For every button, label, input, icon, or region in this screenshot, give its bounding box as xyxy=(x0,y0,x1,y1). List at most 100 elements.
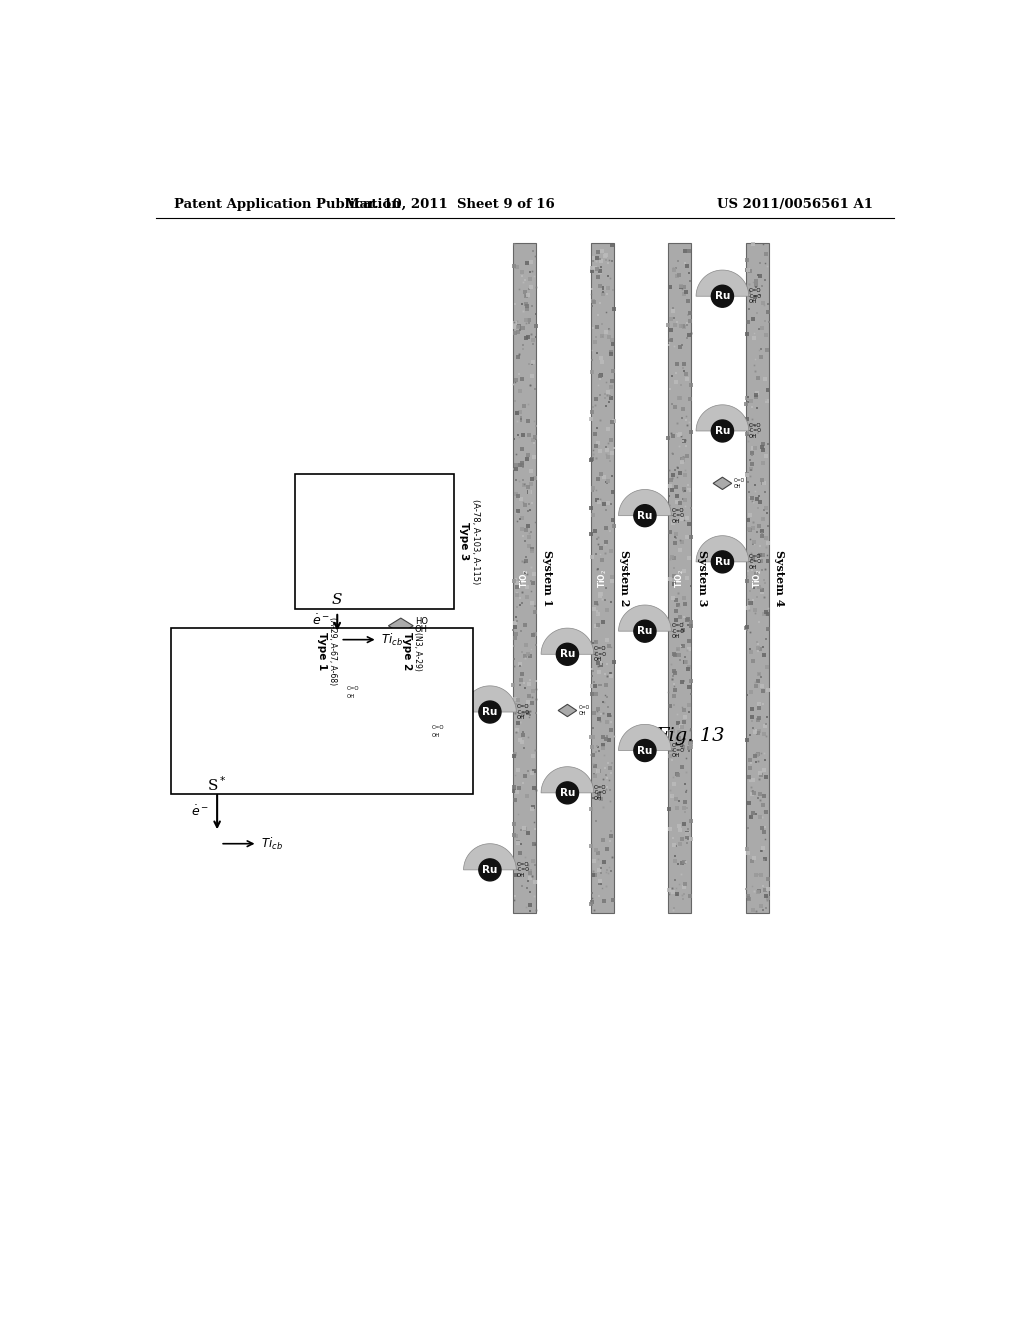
Text: (N3, A-29): (N3, A-29) xyxy=(414,632,422,671)
Text: Ru: Ru xyxy=(400,727,414,737)
Circle shape xyxy=(712,420,733,442)
Text: Ti$_{cb}$: Ti$_{cb}$ xyxy=(260,836,283,851)
Polygon shape xyxy=(464,843,516,870)
Circle shape xyxy=(384,709,430,755)
Circle shape xyxy=(479,701,501,723)
Bar xyxy=(295,474,454,609)
Polygon shape xyxy=(696,405,749,430)
Circle shape xyxy=(556,781,579,804)
Text: Ru: Ru xyxy=(560,649,575,659)
Text: -C=O: -C=O xyxy=(749,429,762,433)
Polygon shape xyxy=(464,686,516,711)
Circle shape xyxy=(397,722,417,742)
Text: C=O: C=O xyxy=(516,862,529,867)
Text: Ru: Ru xyxy=(560,788,575,797)
Text: US 2011/0056561 A1: US 2011/0056561 A1 xyxy=(717,198,873,211)
Text: TiO$_2$: TiO$_2$ xyxy=(518,569,531,587)
Text: OH: OH xyxy=(672,634,680,639)
Text: Ti$_{cb}$: Ti$_{cb}$ xyxy=(381,631,402,648)
Text: OH: OH xyxy=(432,733,440,738)
Text: TiO$_2$: TiO$_2$ xyxy=(751,569,764,587)
Text: Type 1: Type 1 xyxy=(316,632,327,671)
Text: TiO$_2$: TiO$_2$ xyxy=(596,569,608,587)
Text: C=O: C=O xyxy=(346,686,359,692)
Text: S: S xyxy=(332,593,342,607)
Text: Fig. 13: Fig. 13 xyxy=(655,727,725,744)
Text: C=O: C=O xyxy=(672,743,684,747)
Text: -C=O: -C=O xyxy=(672,748,684,752)
Circle shape xyxy=(312,684,332,704)
Circle shape xyxy=(634,620,656,642)
Text: C=O: C=O xyxy=(733,478,744,483)
Text: C=O: C=O xyxy=(672,508,684,512)
Polygon shape xyxy=(299,671,345,693)
Polygon shape xyxy=(299,693,345,717)
Text: OH: OH xyxy=(672,519,680,524)
Text: C=O: C=O xyxy=(749,554,762,558)
Text: OH: OH xyxy=(346,694,355,700)
Text: OH: OH xyxy=(594,657,602,663)
Text: C=O: C=O xyxy=(749,424,762,428)
Polygon shape xyxy=(541,767,594,793)
Text: TiO$_2$: TiO$_2$ xyxy=(674,569,686,587)
Circle shape xyxy=(479,859,501,880)
Text: Ru: Ru xyxy=(637,626,652,636)
Text: -C=O: -C=O xyxy=(672,628,684,634)
Text: (A-78, A-103, A-115): (A-78, A-103, A-115) xyxy=(471,499,479,585)
Text: Mar. 10, 2011  Sheet 9 of 16: Mar. 10, 2011 Sheet 9 of 16 xyxy=(345,198,555,211)
Text: Ru: Ru xyxy=(637,511,652,520)
Text: -C=O: -C=O xyxy=(749,560,762,565)
Text: -C=O: -C=O xyxy=(594,791,607,796)
Text: OH: OH xyxy=(749,434,757,438)
Polygon shape xyxy=(618,605,672,631)
Text: C=O: C=O xyxy=(594,785,606,789)
Bar xyxy=(591,243,614,913)
Text: Ru: Ru xyxy=(715,426,730,436)
Circle shape xyxy=(556,643,579,665)
Text: -C=O: -C=O xyxy=(516,710,529,714)
Text: OH: OH xyxy=(594,796,602,801)
Text: C=O: C=O xyxy=(749,288,762,293)
Text: HO: HO xyxy=(415,618,428,627)
Circle shape xyxy=(712,285,733,308)
Text: OH: OH xyxy=(749,565,757,570)
Text: OH: OH xyxy=(672,754,680,759)
Text: OH: OH xyxy=(516,873,524,878)
Text: C=O: C=O xyxy=(594,647,606,651)
Text: Ru: Ru xyxy=(715,292,730,301)
Text: (A-29, A-67, A-68): (A-29, A-67, A-68) xyxy=(328,618,337,685)
Text: System 2: System 2 xyxy=(620,550,631,606)
Bar xyxy=(171,628,473,793)
Circle shape xyxy=(634,739,656,762)
Bar xyxy=(745,243,769,913)
Text: -C=O: -C=O xyxy=(516,867,529,873)
Text: System 4: System 4 xyxy=(774,550,785,606)
Text: Type 3: Type 3 xyxy=(460,523,469,561)
Bar xyxy=(669,243,691,913)
Bar xyxy=(513,243,537,913)
Polygon shape xyxy=(541,628,594,655)
Text: $\dot{e}^-$: $\dot{e}^-$ xyxy=(191,805,209,820)
Text: OH: OH xyxy=(415,626,428,634)
Polygon shape xyxy=(696,536,749,562)
Text: C=O: C=O xyxy=(579,705,590,710)
Polygon shape xyxy=(558,705,577,717)
Polygon shape xyxy=(388,618,414,634)
Text: Ru: Ru xyxy=(715,557,730,566)
Text: Type 2: Type 2 xyxy=(402,632,412,671)
Polygon shape xyxy=(618,725,672,751)
Text: OH: OH xyxy=(733,484,740,488)
Text: Ru: Ru xyxy=(482,865,498,875)
Text: Patent Application Publication: Patent Application Publication xyxy=(174,198,401,211)
Text: Ru: Ru xyxy=(637,746,652,755)
Text: C=O: C=O xyxy=(672,623,684,628)
Text: OH: OH xyxy=(579,711,586,715)
Text: Ru: Ru xyxy=(482,708,498,717)
Text: C=O: C=O xyxy=(432,725,444,730)
Text: $\dot{e}^-$: $\dot{e}^-$ xyxy=(311,612,330,628)
Text: OH: OH xyxy=(516,715,524,719)
Text: System 3: System 3 xyxy=(696,550,708,606)
Text: Ru: Ru xyxy=(315,689,329,698)
Text: -C=O: -C=O xyxy=(749,294,762,298)
Text: System 1: System 1 xyxy=(542,550,553,606)
